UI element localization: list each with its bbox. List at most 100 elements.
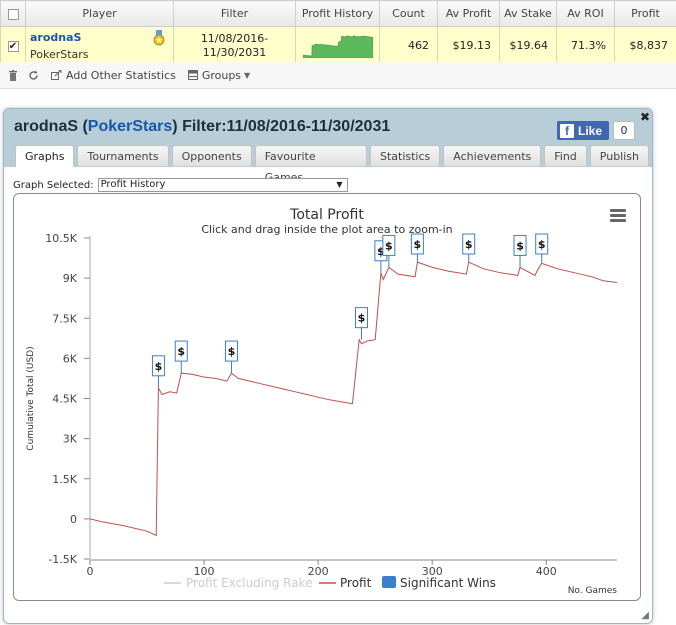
flag-label: $ (538, 238, 546, 251)
header-profit[interactable]: Profit (614, 0, 676, 27)
x-tick-label: 400 (536, 565, 557, 578)
player-graph-panel: arodnaS (PokerStars) Filter:11/08/2016-1… (3, 108, 653, 624)
player-cell: arodnaS PokerStars (25, 26, 174, 65)
flag-box (513, 234, 527, 256)
legend-item-profit[interactable]: Profit (319, 576, 372, 590)
filter-cell: 11/08/2016-11/30/2031 (173, 26, 296, 65)
graph-selected-label: Graph Selected: (13, 179, 94, 191)
profit-history-sparkline (302, 34, 373, 58)
table-row[interactable]: ✔ arodnaS PokerStars 11/08/2016-11/30/20… (0, 26, 676, 65)
row-select-cell[interactable]: ✔ (0, 26, 26, 65)
av-stake-cell: $19.64 (499, 26, 557, 65)
flag-box (151, 355, 165, 377)
tab-find[interactable]: Find (544, 145, 587, 166)
player-site: PokerStars (30, 47, 89, 61)
legend-label: Profit Excluding Rake (186, 576, 312, 590)
delete-button[interactable] (8, 69, 18, 81)
panel-title: arodnaS (PokerStars) Filter:11/08/2016-1… (14, 118, 390, 136)
legend-swatch (382, 576, 396, 588)
tab-favourite-games[interactable]: Favourite Games (254, 145, 367, 184)
header-player[interactable]: Player (25, 0, 174, 27)
significant-win-flag[interactable]: $ (513, 234, 527, 268)
y-tick-label: -1.5K (48, 553, 77, 566)
row-checkbox[interactable]: ✔ (7, 40, 19, 52)
graph-select[interactable]: Profit History ▼ (97, 178, 348, 192)
facebook-like-label: Like (578, 123, 603, 138)
tab-statistics[interactable]: Statistics (369, 145, 441, 166)
chart-container[interactable]: Total Profit Click and drag inside the pl… (13, 193, 641, 601)
facebook-like-button[interactable]: f Like (557, 121, 609, 140)
significant-win-flag[interactable]: $ (224, 340, 238, 374)
flag-box (462, 233, 476, 255)
panel-open-paren: ( (82, 118, 88, 135)
graph-select-value: Profit History (100, 179, 166, 190)
legend-item-profit-excluding-rake[interactable]: Profit Excluding Rake (164, 576, 312, 590)
header-av-roi[interactable]: Av ROI (556, 0, 615, 27)
chart-legend: Profit Excluding Rake Profit Significant W… (164, 576, 496, 590)
significant-win-flag[interactable]: $ (174, 340, 188, 374)
player-name-link[interactable]: arodnaS (30, 30, 82, 44)
external-window-icon (51, 70, 62, 80)
groups-dropdown[interactable]: Groups ▼ (187, 69, 251, 82)
close-icon[interactable]: ✖ (640, 110, 651, 124)
panel-header: arodnaS (PokerStars) Filter:11/08/2016-1… (4, 109, 652, 184)
x-tick-label: 300 (422, 565, 443, 578)
y-axis-title: Cumulative Total (USD) (26, 346, 36, 450)
header-profit-history[interactable]: Profit History (295, 0, 380, 27)
significant-win-flag[interactable]: $ (535, 233, 549, 264)
y-tick-label: 9K (63, 272, 78, 285)
flag-label: $ (155, 360, 163, 373)
significant-win-flag[interactable]: $ (410, 233, 424, 263)
av-profit-cell: $19.13 (437, 26, 500, 65)
chart-menu-icon[interactable] (610, 209, 626, 222)
count-cell: 462 (379, 26, 438, 65)
profit-cell: $8,837 (614, 26, 676, 65)
flag-label: $ (414, 238, 422, 251)
tab-opponents[interactable]: Opponents (171, 145, 252, 166)
y-tick-label: 7.5K (52, 312, 77, 325)
chart-title: Total Profit (289, 207, 364, 223)
flag-label: $ (516, 239, 524, 252)
facebook-like-count: 0 (613, 121, 635, 140)
panel-site-link[interactable]: PokerStars (87, 118, 173, 135)
refresh-button[interactable] (28, 70, 39, 81)
significant-win-flag[interactable]: $ (382, 234, 396, 268)
graph-selector: Graph Selected: Profit History ▼ (13, 178, 348, 192)
flag-label: $ (465, 238, 473, 251)
significant-win-flag[interactable]: $ (462, 233, 476, 263)
chart-menu-bar (610, 214, 626, 217)
tab-tournaments[interactable]: Tournaments (77, 145, 169, 166)
header-av-stake[interactable]: Av Stake (499, 0, 557, 27)
x-tick-label: 0 (87, 565, 94, 578)
significant-win-flag[interactable]: $ (151, 355, 165, 388)
groups-icon (187, 70, 198, 80)
flag-label: $ (177, 345, 185, 358)
tab-graphs[interactable]: Graphs (15, 145, 75, 167)
flag-box (224, 340, 238, 362)
y-tick-label: 1.5K (52, 473, 77, 486)
select-all-checkbox[interactable] (7, 8, 19, 20)
y-tick-label: 4.5K (52, 393, 77, 406)
resize-handle-icon[interactable]: ◢ (641, 610, 649, 621)
header-select-all[interactable] (0, 0, 26, 27)
av-roi-cell: 71.3% (556, 26, 615, 65)
flag-label: $ (358, 312, 366, 325)
refresh-icon (29, 70, 38, 80)
chart-menu-bar (610, 219, 626, 222)
player-stats-table: Player Filter Profit History Count Av Pr… (0, 0, 676, 65)
award-medal-icon (153, 30, 165, 46)
legend-item-significant-wins[interactable]: Significant Wins (382, 576, 496, 590)
tab-achievements[interactable]: Achievements (443, 145, 542, 166)
add-other-statistics-button[interactable]: Add Other Statistics (51, 69, 176, 82)
flag-label: $ (385, 239, 393, 252)
significant-win-flag[interactable]: $ (354, 307, 368, 340)
tab-publish[interactable]: Publish (589, 145, 649, 166)
header-av-profit[interactable]: Av Profit (437, 0, 500, 27)
header-filter[interactable]: Filter (173, 0, 296, 27)
flag-box (410, 233, 424, 255)
legend-label: Profit (340, 576, 372, 590)
table-header-row: Player Filter Profit History Count Av Pr… (0, 0, 676, 27)
chevron-down-icon: ▼ (244, 70, 251, 80)
header-count[interactable]: Count (379, 0, 438, 27)
